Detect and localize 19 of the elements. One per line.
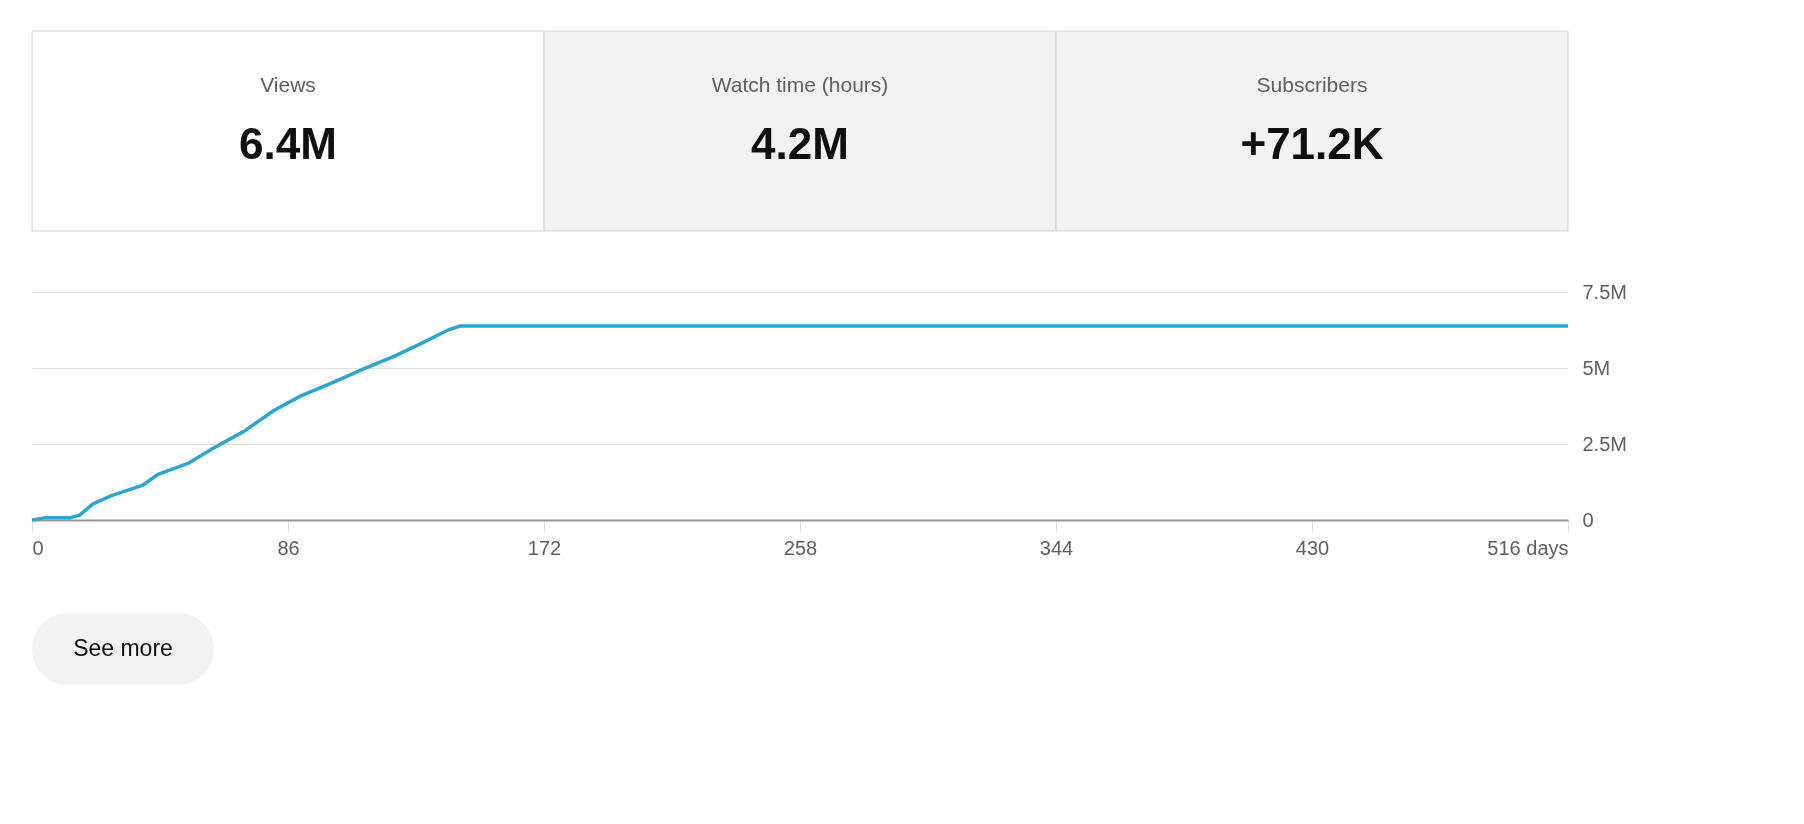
x-tick-label: 430 <box>1295 536 1330 559</box>
x-tick-label: 172 <box>527 536 562 559</box>
x-tick-label: 344 <box>1039 536 1074 559</box>
line-series <box>30 324 1570 522</box>
text: Subscribers <box>1256 73 1368 96</box>
text: +71.2K <box>1240 119 1384 168</box>
text: 6.4M <box>239 119 337 168</box>
text: Watch time (hours) <box>711 73 889 96</box>
y-tick-label: 2.5M <box>1582 432 1627 455</box>
y-tick-label: 5M <box>1582 356 1611 379</box>
y-tick-label: 7.5M <box>1582 280 1627 303</box>
y-tick-label: 0 <box>1582 508 1594 531</box>
x-tick-label: 0 <box>32 536 44 559</box>
x-tick-label: 86 <box>277 536 300 559</box>
text: 4.2M <box>751 119 849 168</box>
x-tick-label: 516 days <box>1487 536 1569 559</box>
text: Views <box>260 73 316 96</box>
x-tick-label: 258 <box>783 536 818 559</box>
text: See more <box>73 635 173 661</box>
